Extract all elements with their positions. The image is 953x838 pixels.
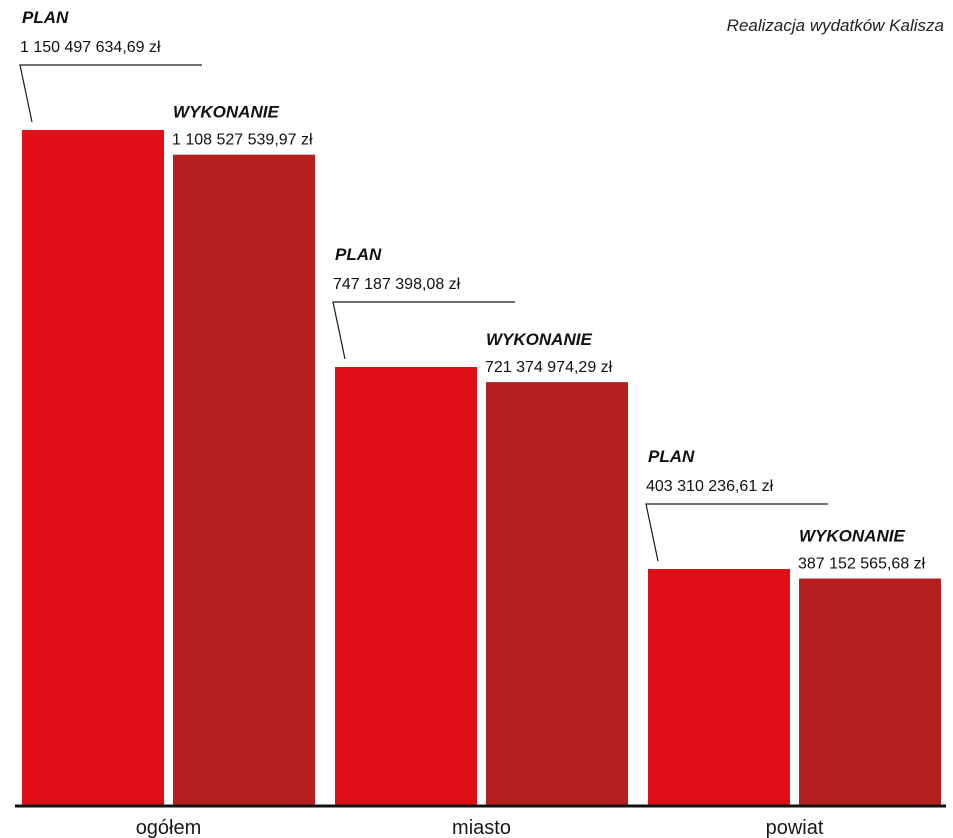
data-label-name-wykonanie-0: WYKONANIE bbox=[173, 103, 279, 122]
data-label-plan-1: 747 187 398,08 zł bbox=[333, 276, 461, 293]
x-tick-label-2: powiat bbox=[766, 817, 824, 838]
bar-plan-0 bbox=[22, 130, 164, 806]
bar-plan-2 bbox=[648, 569, 790, 806]
chart-marks: PLAN 1 150 497 634,69 zł WYKONANIE 1 108 52… bbox=[19, 8, 941, 838]
data-label-name-wykonanie-1: WYKONANIE bbox=[486, 330, 592, 349]
data-label-name-plan-0: PLAN bbox=[22, 8, 69, 27]
data-label-plan-0: 1 150 497 634,69 zł bbox=[20, 39, 161, 56]
bar-wykonanie-0 bbox=[173, 154, 315, 806]
x-tick-label-1: miasto bbox=[452, 817, 511, 838]
data-label-wykonanie-2: 387 152 565,68 zł bbox=[798, 556, 926, 573]
data-label-name-wykonanie-2: WYKONANIE bbox=[799, 527, 905, 546]
leader-line-plan-0 bbox=[19, 64, 202, 123]
data-label-plan-2: 403 310 236,61 zł bbox=[646, 478, 774, 495]
leader-line-plan-1 bbox=[332, 301, 515, 360]
bar-wykonanie-2 bbox=[799, 578, 941, 806]
chart-title: Realizacja wydatków Kalisza bbox=[727, 16, 944, 35]
bar-wykonanie-1 bbox=[486, 382, 628, 806]
data-label-name-plan-2: PLAN bbox=[648, 447, 695, 466]
leader-line-plan-2 bbox=[645, 503, 828, 562]
data-label-name-plan-1: PLAN bbox=[335, 245, 382, 264]
bar-plan-1 bbox=[335, 366, 477, 806]
x-tick-label-0: ogółem bbox=[136, 817, 202, 838]
data-label-wykonanie-1: 721 374 974,29 zł bbox=[485, 359, 613, 376]
data-label-wykonanie-0: 1 108 527 539,97 zł bbox=[172, 132, 313, 149]
